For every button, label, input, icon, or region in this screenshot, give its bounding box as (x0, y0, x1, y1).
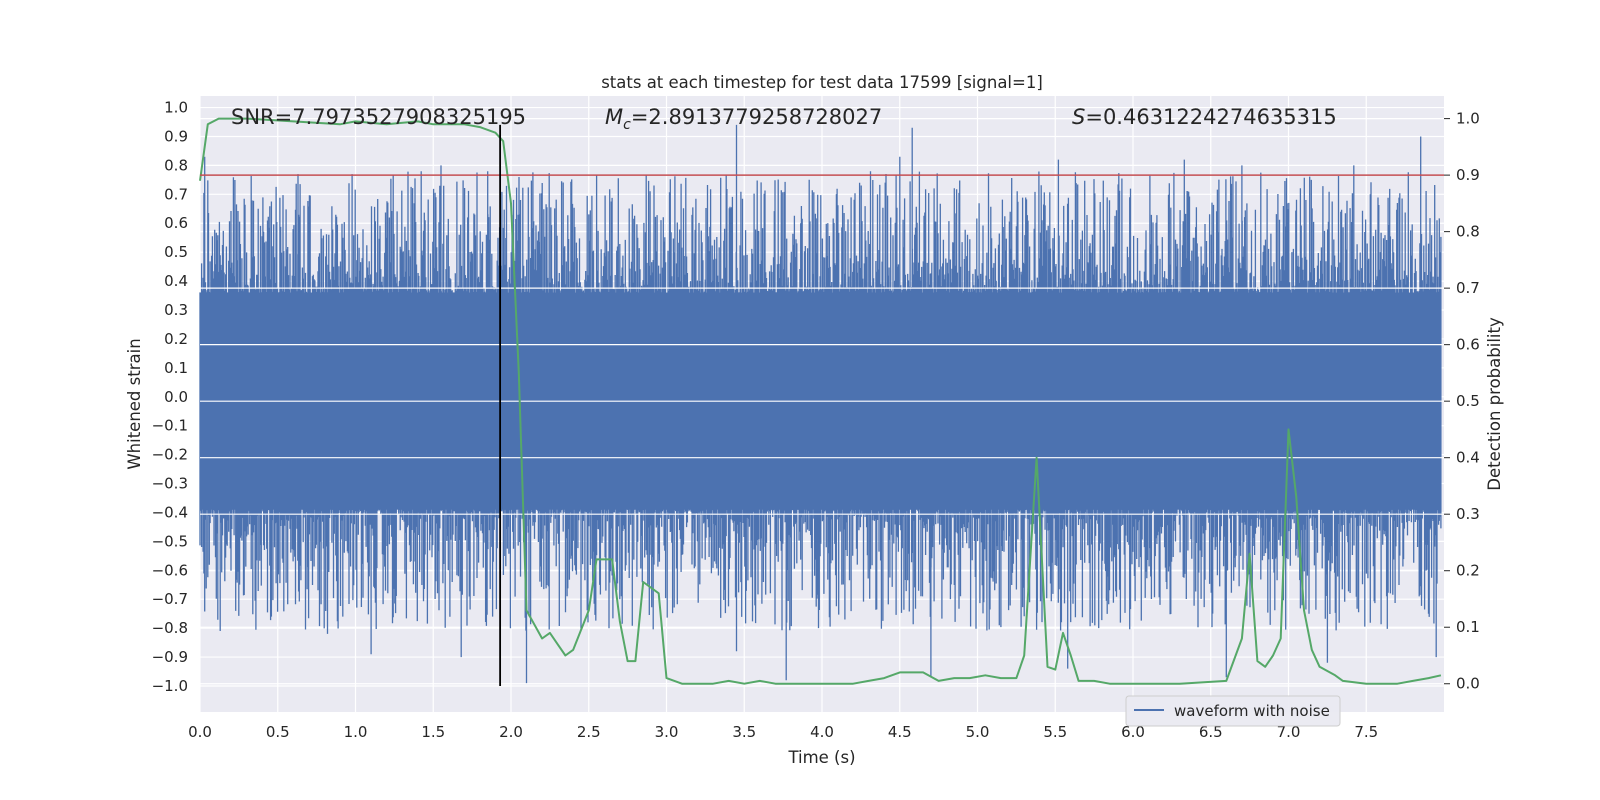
y-right-tick-label: 0.7 (1456, 279, 1480, 297)
y-left-tick-label: 0.6 (164, 214, 188, 232)
y-left-tick-label: −0.4 (152, 503, 188, 521)
y-right-tick-label: 0.8 (1456, 223, 1480, 241)
mc-symbol: M (605, 105, 623, 129)
x-tick-label: 3.0 (655, 723, 679, 741)
waveform-series (199, 124, 1444, 684)
y-left-tick-label: 0.5 (164, 243, 188, 261)
x-tick-label: 1.5 (421, 723, 445, 741)
y-left-tick-label: 0.1 (164, 359, 188, 377)
x-tick-label: 0.5 (266, 723, 290, 741)
probability-line (199, 117, 1442, 685)
mc-value: =2.8913779258728027 (631, 105, 882, 129)
y-left-tick-label: 0.8 (164, 156, 188, 174)
x-tick-label: 3.5 (732, 723, 756, 741)
x-tick-label: 4.5 (888, 723, 912, 741)
mc-subscript: c (623, 117, 631, 133)
y-right-tick-label: 0.5 (1456, 392, 1480, 410)
y-left-tick-label: 1.0 (164, 99, 188, 117)
mc-annotation: Mc=2.8913779258728027 (605, 105, 882, 133)
x-tick-label: 6.5 (1199, 723, 1223, 741)
y-left-tick-label: −0.1 (152, 417, 188, 435)
snr-annotation: SNR=7.7973527908325195 (231, 105, 526, 129)
x-tick-label: 5.0 (966, 723, 990, 741)
y-right-tick-label: 0.9 (1456, 166, 1480, 184)
legend-label: waveform with noise (1174, 702, 1330, 720)
probability-series (199, 117, 1442, 685)
y-left-tick-label: 0.3 (164, 301, 188, 319)
x-tick-label: 5.5 (1043, 723, 1067, 741)
y-left-tick-label: −0.2 (152, 446, 188, 464)
y-right-tick-label: 0.2 (1456, 562, 1480, 580)
x-tick-label: 7.5 (1354, 723, 1378, 741)
chart-title: stats at each timestep for test data 175… (601, 73, 1043, 92)
y-right-tick-label: 0.4 (1456, 449, 1480, 467)
s-symbol: S (1072, 105, 1085, 129)
threshold-and-marker (200, 124, 1444, 686)
y-left-axis-label: Whitened strain (125, 338, 144, 469)
y-right-tick-label: 0.0 (1456, 675, 1480, 693)
s-annotation: S=0.4631224274635315 (1072, 105, 1337, 129)
x-tick-label: 0.0 (188, 723, 212, 741)
s-value: =0.4631224274635315 (1085, 105, 1336, 129)
y-right-axis-label: Detection probability (1485, 317, 1504, 491)
x-tick-label: 2.5 (577, 723, 601, 741)
y-left-tick-label: −1.0 (152, 677, 188, 695)
y-left-ticks: 1.0 0.9 0.8 0.7 0.6 0.5 0.4 0.3 0.2 0.1 0.0 −0.1 −0.… (152, 99, 188, 695)
y-right-ticks: 1.0 0.9 0.8 0.7 0.6 0.5 0.4 0.3 0.2 0.1 0.0 (1444, 110, 1480, 693)
y-left-tick-label: 0.0 (164, 388, 188, 406)
y-right-tick-label: 0.1 (1456, 618, 1480, 636)
legend: waveform with noise (1125, 695, 1341, 727)
x-tick-label: 7.0 (1277, 723, 1301, 741)
x-tick-label: 2.0 (499, 723, 523, 741)
y-left-tick-label: 0.4 (164, 272, 188, 290)
y-left-tick-label: 0.9 (164, 127, 188, 145)
y-right-tick-label: 0.6 (1456, 336, 1480, 354)
y-left-tick-label: −0.3 (152, 475, 188, 493)
y-left-tick-label: −0.7 (152, 590, 188, 608)
y-left-tick-label: −0.5 (152, 532, 188, 550)
x-tick-label: 4.0 (810, 723, 834, 741)
y-right-tick-label: 1.0 (1456, 110, 1480, 128)
y-left-tick-label: −0.9 (152, 648, 188, 666)
x-axis-label: Time (s) (787, 748, 855, 767)
x-tick-label: 6.0 (1121, 723, 1145, 741)
y-right-tick-label: 0.3 (1456, 505, 1480, 523)
legend-box (1125, 695, 1341, 727)
y-left-tick-label: −0.6 (152, 561, 188, 579)
x-ticks: 0.0 0.5 1.0 1.5 2.0 2.5 3.0 3.5 4.0 4.5 5.0 5.5 6.0 6… (188, 723, 1378, 741)
y-left-tick-label: −0.8 (152, 619, 188, 637)
x-tick-label: 1.0 (344, 723, 368, 741)
y-left-tick-label: 0.2 (164, 330, 188, 348)
y-left-tick-label: 0.7 (164, 185, 188, 203)
